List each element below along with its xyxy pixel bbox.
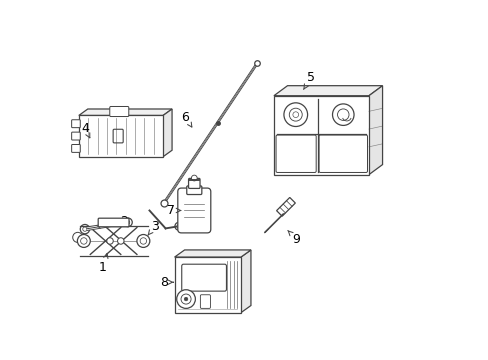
- FancyBboxPatch shape: [200, 295, 210, 309]
- FancyBboxPatch shape: [276, 135, 316, 172]
- FancyBboxPatch shape: [182, 264, 226, 291]
- FancyBboxPatch shape: [72, 120, 80, 128]
- FancyBboxPatch shape: [188, 179, 200, 188]
- FancyBboxPatch shape: [109, 107, 128, 117]
- Circle shape: [284, 103, 307, 126]
- Circle shape: [123, 218, 132, 226]
- Text: 4: 4: [81, 122, 90, 138]
- Text: 3: 3: [148, 220, 159, 235]
- Polygon shape: [273, 96, 368, 175]
- Polygon shape: [79, 116, 163, 157]
- Circle shape: [77, 234, 90, 247]
- Polygon shape: [273, 86, 382, 96]
- Circle shape: [137, 234, 149, 247]
- FancyBboxPatch shape: [72, 144, 80, 152]
- Circle shape: [106, 238, 113, 244]
- Circle shape: [289, 108, 302, 121]
- Circle shape: [332, 104, 353, 125]
- Text: 6: 6: [181, 111, 191, 127]
- Circle shape: [73, 232, 82, 242]
- Polygon shape: [163, 109, 172, 157]
- Circle shape: [140, 238, 146, 244]
- Circle shape: [126, 221, 129, 224]
- Text: 1: 1: [99, 254, 108, 274]
- Text: 5: 5: [303, 71, 314, 89]
- Circle shape: [181, 294, 191, 304]
- Circle shape: [184, 297, 187, 301]
- Circle shape: [292, 112, 298, 117]
- Circle shape: [176, 290, 195, 309]
- Polygon shape: [79, 109, 172, 116]
- Text: 7: 7: [166, 204, 181, 217]
- FancyBboxPatch shape: [318, 135, 367, 172]
- FancyBboxPatch shape: [178, 188, 210, 233]
- Circle shape: [177, 225, 180, 228]
- Polygon shape: [368, 86, 382, 175]
- Circle shape: [175, 222, 183, 230]
- Polygon shape: [174, 250, 250, 257]
- Text: 2: 2: [116, 215, 128, 228]
- Circle shape: [80, 225, 89, 234]
- Circle shape: [337, 109, 348, 120]
- Circle shape: [82, 227, 87, 231]
- FancyBboxPatch shape: [98, 218, 129, 227]
- Circle shape: [191, 175, 197, 181]
- Polygon shape: [174, 257, 241, 313]
- Circle shape: [117, 238, 124, 244]
- FancyBboxPatch shape: [113, 129, 123, 143]
- FancyBboxPatch shape: [72, 132, 80, 140]
- Polygon shape: [241, 250, 250, 313]
- Text: 9: 9: [287, 230, 300, 246]
- Polygon shape: [276, 197, 295, 216]
- FancyBboxPatch shape: [186, 186, 202, 194]
- Circle shape: [81, 238, 87, 244]
- Text: 8: 8: [160, 276, 173, 289]
